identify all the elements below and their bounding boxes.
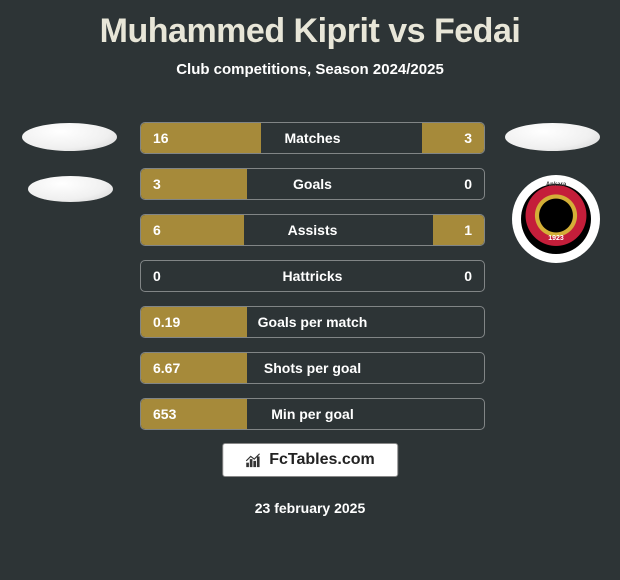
stat-row-shots-per-goal: 6.67 Shots per goal bbox=[140, 352, 485, 384]
stat-label: Min per goal bbox=[141, 406, 484, 422]
stat-value-right: 0 bbox=[464, 176, 472, 192]
stat-row-min-per-goal: 653 Min per goal bbox=[140, 398, 485, 430]
stat-label: Matches bbox=[141, 130, 484, 146]
subtitle: Club competitions, Season 2024/2025 bbox=[0, 61, 620, 78]
stat-value-right: 3 bbox=[464, 130, 472, 146]
player-right-badge-1 bbox=[505, 123, 600, 151]
stat-row-matches: 16 Matches 3 bbox=[140, 122, 485, 154]
stat-row-goals: 3 Goals 0 bbox=[140, 168, 485, 200]
chart-icon bbox=[245, 452, 263, 468]
stat-row-goals-per-match: 0.19 Goals per match bbox=[140, 306, 485, 338]
player-left-badge-2 bbox=[28, 176, 113, 202]
stat-label: Assists bbox=[141, 222, 484, 238]
stat-value-right: 1 bbox=[464, 222, 472, 238]
stat-row-hattricks: 0 Hattricks 0 bbox=[140, 260, 485, 292]
club-logo-year: 1923 bbox=[521, 235, 591, 242]
player-left-badge-1 bbox=[22, 123, 117, 151]
stat-value-right: 0 bbox=[464, 268, 472, 284]
generation-date: 23 february 2025 bbox=[0, 500, 620, 516]
stat-label: Goals per match bbox=[141, 314, 484, 330]
club-logo: Ankara 1923 bbox=[512, 175, 600, 263]
stat-row-assists: 6 Assists 1 bbox=[140, 214, 485, 246]
brand-attribution[interactable]: FcTables.com bbox=[222, 443, 398, 477]
page-title: Muhammed Kiprit vs Fedai bbox=[0, 0, 620, 51]
stat-label: Shots per goal bbox=[141, 360, 484, 376]
brand-text: FcTables.com bbox=[269, 451, 375, 469]
stat-label: Goals bbox=[141, 176, 484, 192]
club-logo-top-text: Ankara bbox=[521, 182, 591, 188]
stats-container: 16 Matches 3 3 Goals 0 6 Assists 1 0 Hat… bbox=[140, 122, 485, 444]
stat-label: Hattricks bbox=[141, 268, 484, 284]
